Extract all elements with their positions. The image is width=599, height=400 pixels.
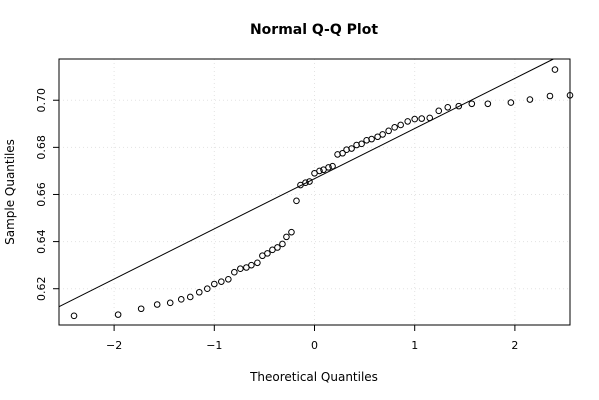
data-point: [248, 261, 255, 269]
data-point: [237, 265, 244, 272]
data-point: [70, 312, 78, 320]
data-point: [348, 145, 355, 152]
data-points: [70, 66, 574, 320]
data-point: [225, 275, 232, 283]
data-point: [468, 100, 476, 108]
data-point: [507, 99, 515, 106]
data-point: [546, 92, 554, 100]
y-tick-label: 0.70: [35, 88, 48, 113]
data-point: [404, 118, 411, 125]
data-point: [274, 244, 281, 251]
data-point: [231, 268, 238, 276]
data-point: [435, 107, 443, 115]
x-tick-label: 1: [411, 339, 418, 352]
data-point: [288, 228, 295, 236]
data-point: [218, 278, 225, 285]
chart-title: Normal Q-Q Plot: [250, 22, 378, 38]
y-axis-label: Sample Quantiles: [3, 139, 17, 245]
data-point: [211, 280, 218, 288]
data-point: [153, 301, 161, 308]
x-tick-label: −1: [206, 339, 222, 352]
data-point: [177, 296, 185, 303]
x-tick-label: 0: [311, 339, 318, 352]
data-point: [444, 103, 452, 111]
data-point: [455, 102, 463, 110]
x-axis-label: Theoretical Quantiles: [249, 370, 378, 384]
data-point: [114, 311, 122, 318]
data-point: [166, 299, 174, 307]
data-point: [411, 115, 418, 123]
data-point: [264, 250, 271, 257]
data-point: [195, 288, 203, 296]
reference-line: [58, 58, 554, 308]
data-point: [186, 293, 194, 301]
data-point: [418, 115, 426, 122]
y-tick-label: 0.64: [35, 229, 48, 254]
data-point: [551, 66, 559, 73]
data-point: [397, 121, 404, 129]
data-point: [302, 179, 309, 186]
data-point: [254, 259, 261, 267]
data-point: [391, 124, 398, 131]
x-tick-label: −2: [106, 339, 122, 352]
data-point: [368, 135, 375, 143]
grid: [59, 59, 570, 325]
data-point: [137, 305, 145, 313]
y-tick-label: 0.66: [35, 182, 48, 207]
y-tick-label: 0.68: [35, 135, 48, 160]
data-point: [325, 164, 332, 171]
data-point: [329, 162, 336, 170]
data-point: [526, 96, 534, 103]
x-axis: −2 −1 0 1 2: [106, 325, 518, 352]
y-tick-label: 0.62: [35, 276, 48, 301]
data-point: [306, 178, 313, 185]
data-point: [385, 127, 392, 135]
data-point: [339, 149, 346, 157]
data-point: [293, 197, 300, 205]
y-axis: 0.62 0.64 0.66 0.68 0.70: [35, 88, 59, 301]
x-tick-label: 2: [511, 339, 518, 352]
data-point: [358, 140, 365, 148]
data-point: [484, 100, 492, 108]
data-point: [203, 285, 211, 293]
data-point: [279, 240, 286, 248]
data-point: [283, 233, 290, 241]
data-point: [379, 131, 386, 138]
data-point: [316, 167, 323, 175]
